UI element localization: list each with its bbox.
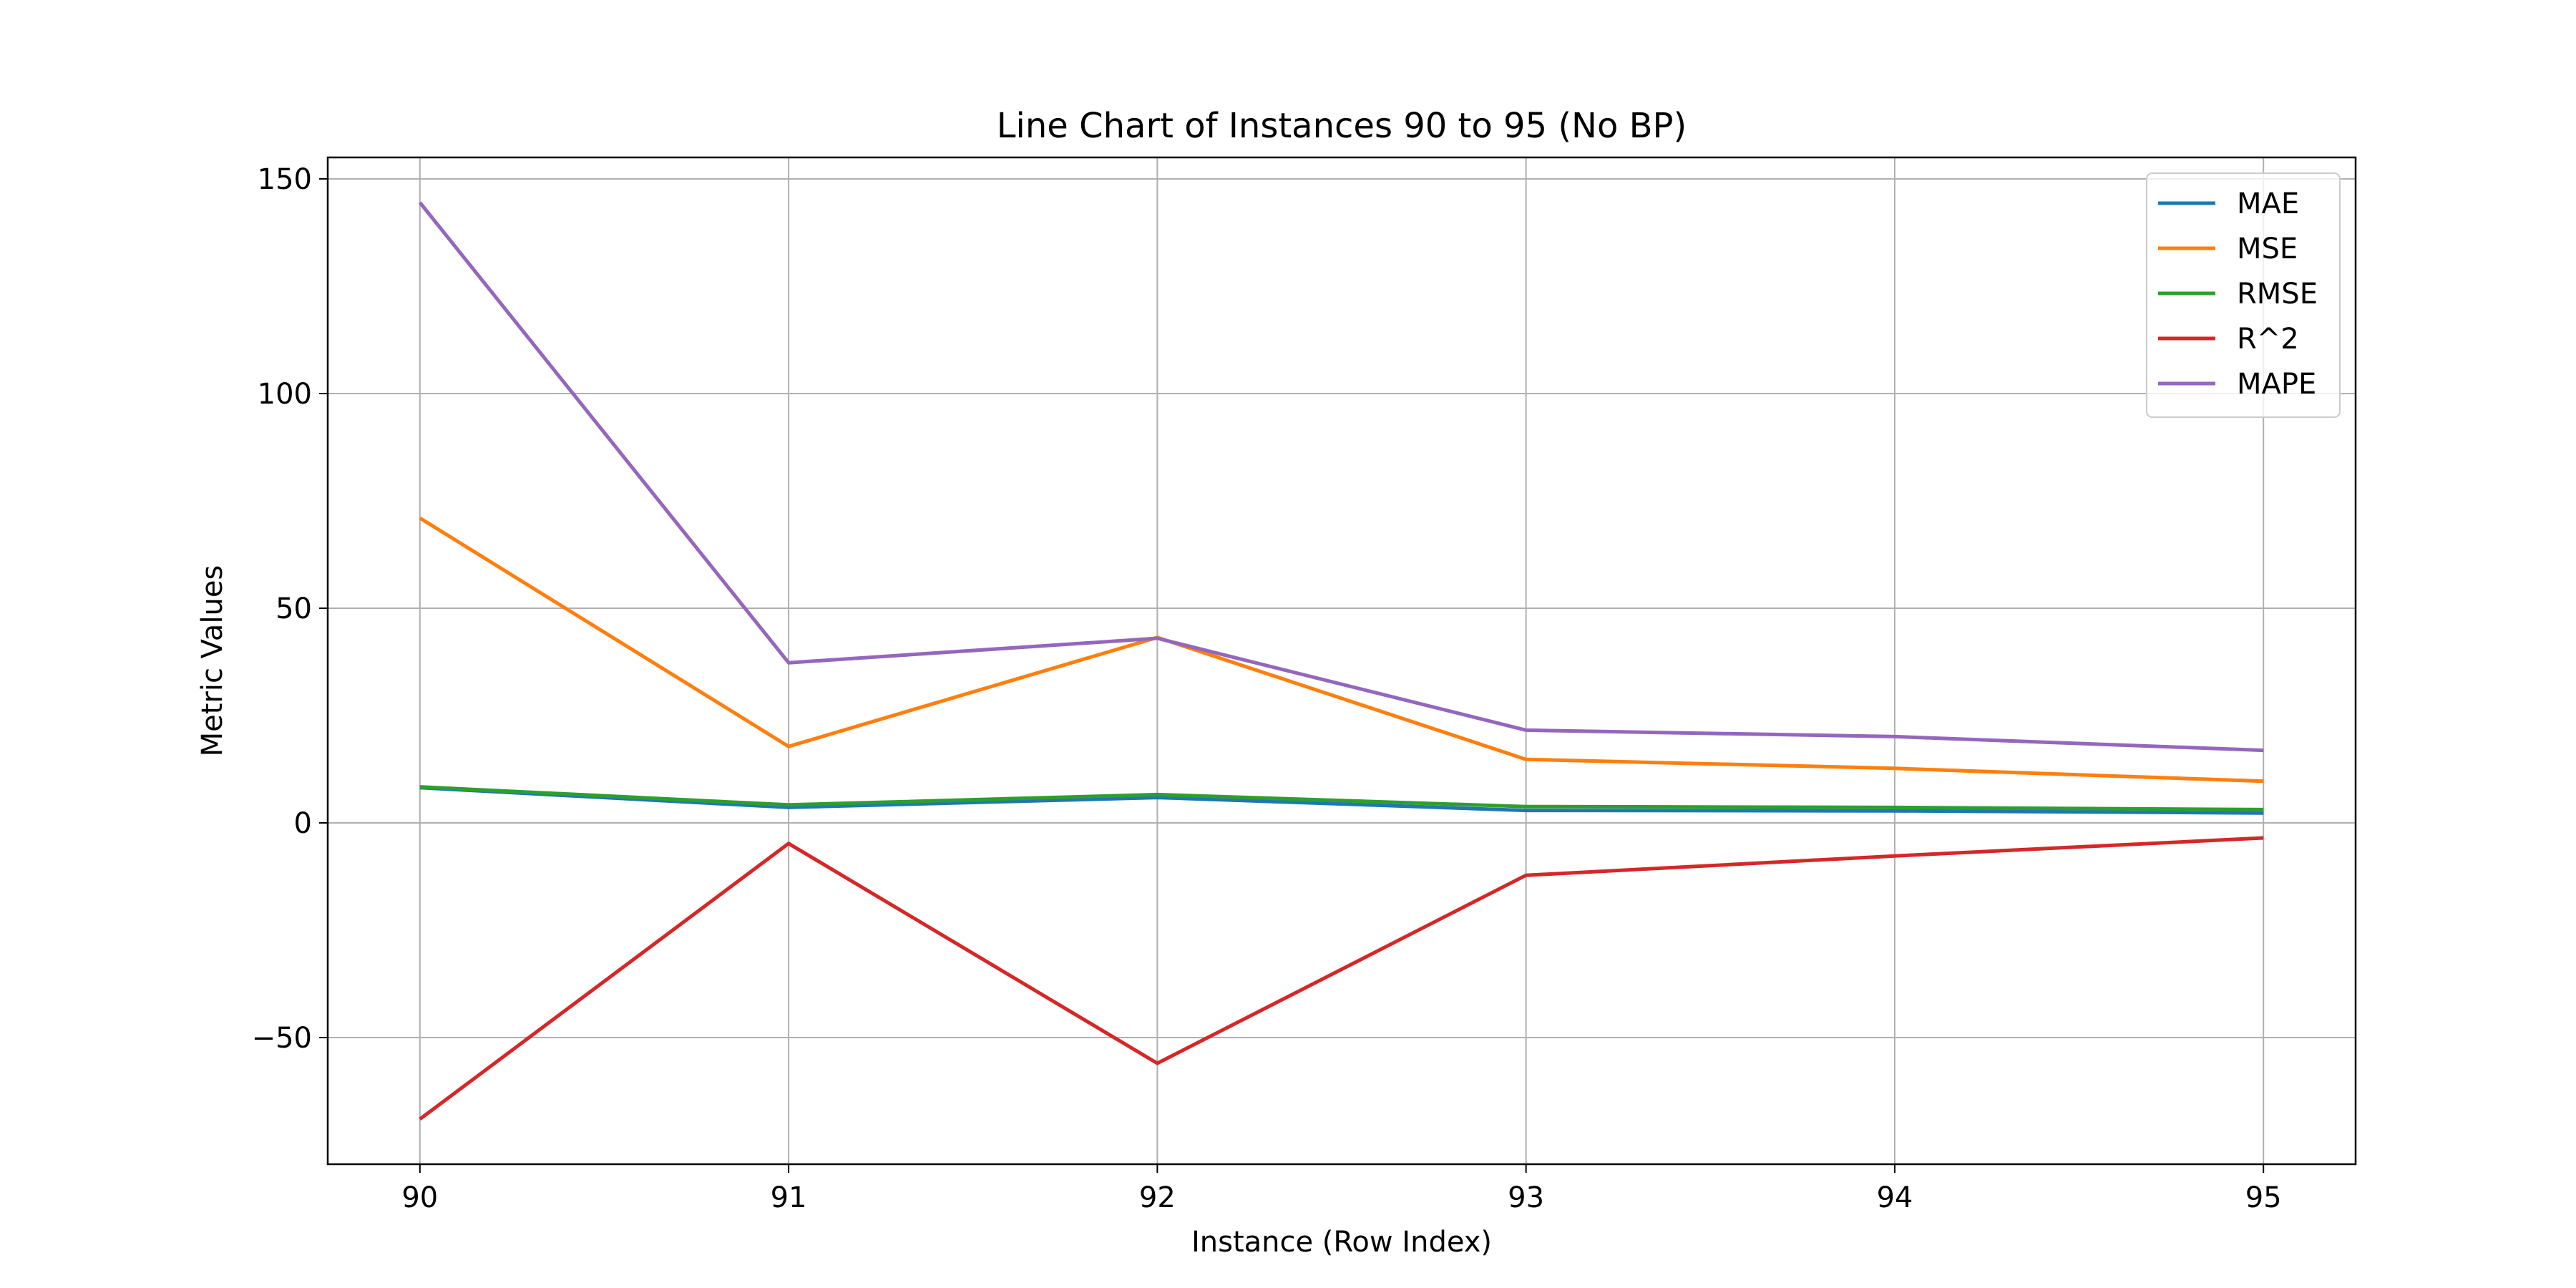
x-tick-label: 91 [771, 1181, 807, 1214]
legend: MAE MSE RMSE R^2 MAPE [2146, 172, 2341, 418]
series-line-mse [419, 516, 2264, 784]
x-tick-label: 93 [1508, 1181, 1544, 1214]
y-tick-label: 150 [258, 163, 312, 196]
plot-area-frame [326, 156, 2357, 1166]
legend-label-mse: MSE [2237, 233, 2298, 265]
x-tick-label: 95 [2245, 1181, 2282, 1214]
x-tick-label: 90 [401, 1181, 438, 1214]
y-axis-label: Metric Values [196, 565, 229, 757]
chart-title: Line Chart of Instances 90 to 95 (No BP) [997, 106, 1687, 146]
series-line-mape [418, 201, 2264, 753]
legend-label-mape: MAPE [2237, 368, 2316, 401]
y-tick-label: −50 [252, 1022, 312, 1055]
legend-label-mae: MAE [2237, 187, 2299, 220]
y-tick-label: 0 [294, 807, 312, 840]
legend-label-r2: R^2 [2237, 323, 2299, 356]
legend-box [2146, 172, 2341, 418]
grid-lines [328, 157, 2356, 1164]
y-tick-label: 50 [275, 592, 312, 625]
series-line-mae [419, 786, 2264, 815]
legend-label-rmse: RMSE [2237, 278, 2318, 311]
series-lines [418, 201, 2264, 1121]
y-tick-label: 100 [258, 378, 312, 411]
x-axis-label: Instance (Row Index) [1191, 1226, 1492, 1259]
y-axis-ticks: −50 0 50 100 150 [252, 163, 328, 1055]
x-axis-ticks: 90 91 92 93 94 95 [401, 1164, 2282, 1214]
x-tick-label: 94 [1876, 1181, 1913, 1214]
series-line-rmse [419, 785, 2264, 811]
series-line-r2 [419, 836, 2264, 1121]
x-tick-label: 92 [1139, 1181, 1176, 1214]
